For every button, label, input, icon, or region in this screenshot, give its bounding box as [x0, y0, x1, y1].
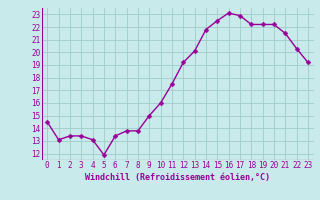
X-axis label: Windchill (Refroidissement éolien,°C): Windchill (Refroidissement éolien,°C) [85, 173, 270, 182]
